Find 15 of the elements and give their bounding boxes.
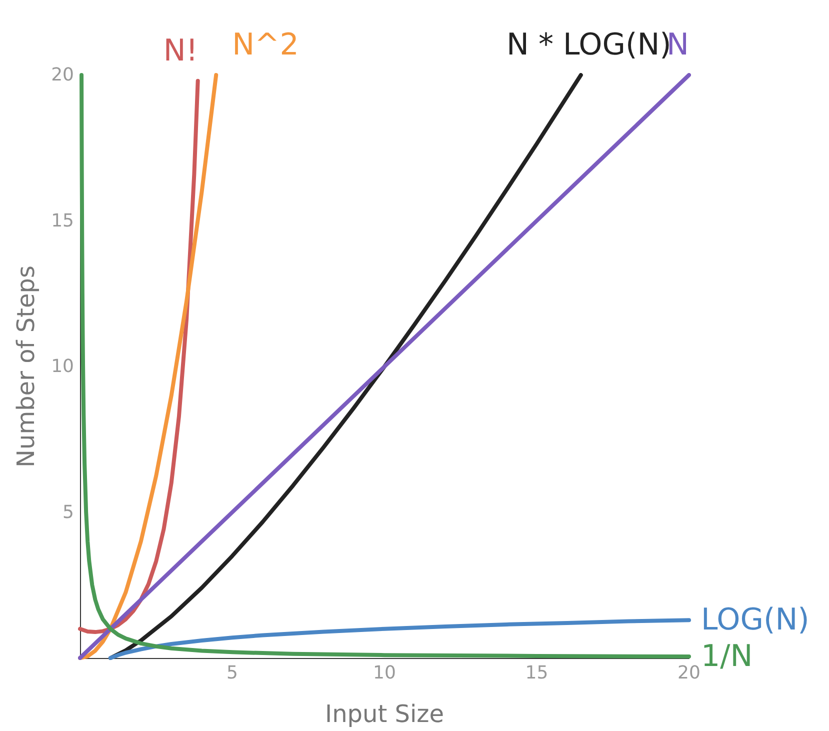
series-label: N!	[163, 33, 198, 68]
line-series	[108, 618, 691, 660]
series-label: N^2	[232, 28, 299, 62]
y-tick-label: 15	[51, 210, 74, 232]
x-tick-label: 15	[525, 662, 548, 684]
y-axis-title: Number of Steps	[12, 266, 40, 468]
x-tick-label: 10	[373, 662, 396, 684]
y-tick-label: 20	[51, 64, 74, 86]
y-tick-label: 10	[51, 356, 74, 377]
x-tick-label: 5	[226, 662, 238, 684]
series-label: 1/N	[701, 639, 753, 674]
series-label: LOG(N)	[701, 602, 810, 638]
x-tick-label: 20	[678, 662, 700, 684]
x-axis-title: Input Size	[324, 700, 444, 728]
y-tick-label: 5	[62, 502, 74, 523]
